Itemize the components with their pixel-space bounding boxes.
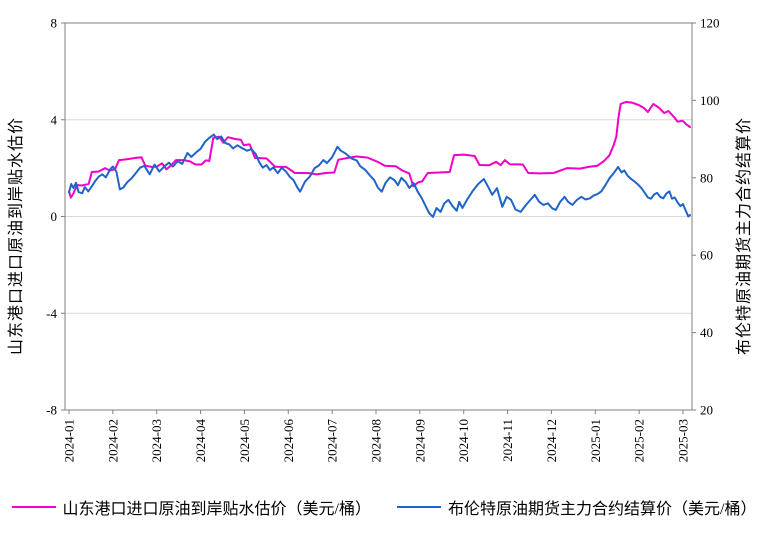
right-axis-tick-label: 20 (700, 403, 713, 418)
right-axis-tick-label: 40 (700, 325, 713, 340)
legend-entry-shandong-premium: 山东港口进口原油到岸贴水估价（美元/桶） (11, 495, 371, 519)
x-axis-tick-label: 2025-03 (676, 419, 691, 462)
x-axis-tick-label: 2024-01 (62, 419, 77, 462)
legend-line-swatch-blue (397, 506, 441, 508)
left-axis-tick-label: 0 (51, 209, 58, 224)
x-axis-tick-label: 2024-12 (544, 419, 559, 462)
x-axis-tick-label: 2024-10 (456, 419, 471, 462)
x-axis-tick-label: 2025-01 (588, 419, 603, 462)
x-axis-tick-label: 2025-02 (632, 419, 647, 462)
x-axis-tick-label: 2024-05 (237, 419, 252, 462)
series-line-shandong-premium (68, 100, 691, 199)
x-axis-tick-label: 2024-11 (500, 419, 515, 462)
x-axis-tick-label: 2024-03 (149, 419, 164, 462)
right-axis-title: 布伦特原油期货主力合约结算价 (736, 117, 753, 356)
x-axis-tick-label: 2024-07 (325, 419, 340, 463)
x-axis-tick-label: 2024-06 (281, 419, 296, 463)
x-axis-tick-label: 2024-09 (412, 419, 427, 462)
left-axis-tick-label: -4 (46, 306, 57, 321)
x-axis-tick-label: 2024-04 (193, 419, 208, 463)
left-axis-tick-label: 8 (51, 16, 58, 31)
x-axis-tick-label: 2024-08 (369, 419, 384, 462)
legend-line-swatch-magenta (11, 506, 56, 508)
series-line-brent-settlement (68, 133, 691, 218)
left-axis-tick-label: -8 (46, 403, 57, 418)
x-axis-tick-label: 2024-02 (105, 419, 120, 462)
right-axis-tick-label: 80 (700, 170, 713, 185)
left-axis-tick-label: 4 (51, 112, 58, 127)
legend-label-shandong-premium: 山东港口进口原油到岸贴水估价（美元/桶） (62, 501, 371, 518)
legend-label-brent-settlement: 布伦特原油期货主力合约结算价（美元/桶） (448, 501, 757, 518)
right-axis-tick-label: 120 (700, 16, 720, 31)
legend-entry-brent-settlement: 布伦特原油期货主力合约结算价（美元/桶） (397, 495, 756, 519)
right-axis-tick-label: 60 (700, 248, 713, 263)
right-axis-tick-label: 100 (700, 93, 720, 108)
legend: 山东港口进口原油到岸贴水估价（美元/桶） 布伦特原油期货主力合约结算价（美元/桶… (0, 495, 768, 519)
left-axis-title: 山东港口进口原油到岸贴水估价 (8, 117, 25, 356)
